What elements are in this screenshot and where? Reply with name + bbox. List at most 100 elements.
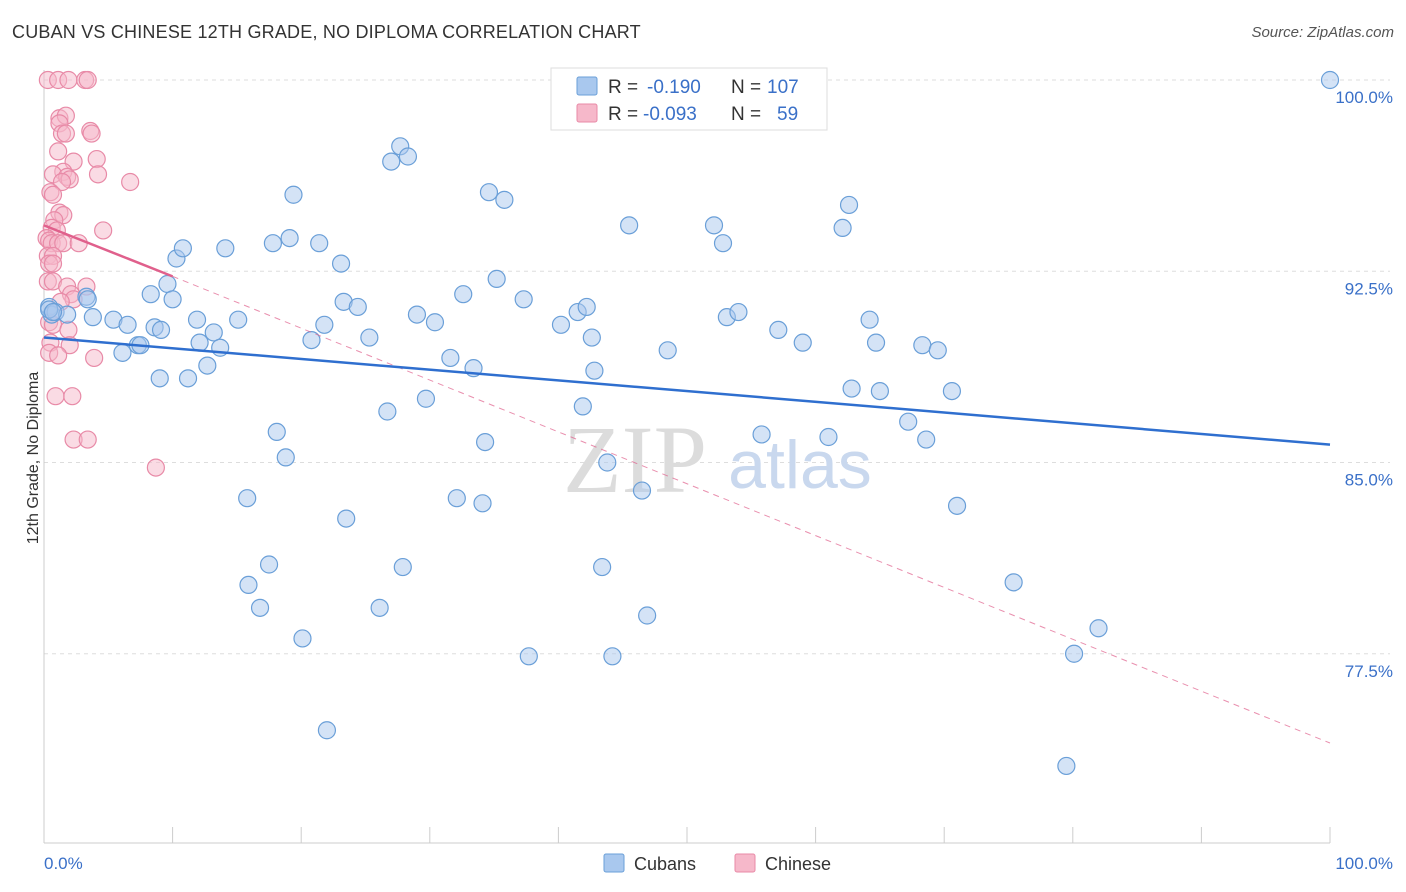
cubans-point-106 xyxy=(43,302,63,322)
cubans-point-92 xyxy=(866,333,886,352)
series-chinese-points xyxy=(37,70,165,477)
chinese-point-11 xyxy=(82,124,101,143)
cubans-point-36 xyxy=(284,185,303,204)
cubans-point-40 xyxy=(315,315,334,334)
cubans-point-30 xyxy=(250,598,270,617)
cubans-point-73 xyxy=(593,557,612,577)
cubans-point-63 xyxy=(487,269,506,288)
chinese-point-2 xyxy=(59,70,78,90)
cubans-point-29 xyxy=(239,575,258,595)
x-tick-label-0: 0.0% xyxy=(44,854,83,873)
cubans-point-70 xyxy=(577,297,596,317)
chinese-point-59 xyxy=(146,458,165,477)
cubans-point-80 xyxy=(704,216,724,235)
legend-chinese-swatch xyxy=(576,103,598,123)
cubans-point-21 xyxy=(187,310,207,329)
bottom-legend-chinese-swatch xyxy=(734,853,756,873)
cubans-point-87 xyxy=(819,427,838,447)
chinese-point-53 xyxy=(49,346,68,365)
axes xyxy=(43,70,1331,844)
watermark: ZIP atlas xyxy=(563,406,872,513)
chinese-point-15 xyxy=(87,149,106,169)
cubans-point-27 xyxy=(229,310,248,329)
x-tick-label-1: 100.0% xyxy=(1335,854,1393,873)
chinese-point-4 xyxy=(78,70,97,90)
legend-n-label-2: N = xyxy=(731,104,761,125)
grid-lines xyxy=(44,79,1390,655)
cubans-point-53 xyxy=(407,305,427,324)
cubans-point-48 xyxy=(378,402,397,421)
cubans-point-31 xyxy=(259,555,279,574)
cubans-point-72 xyxy=(585,361,604,380)
cubans-point-61 xyxy=(475,433,495,452)
cubans-point-79 xyxy=(658,341,677,360)
y-tick-label-1: 85.0% xyxy=(1345,471,1393,490)
legend-r-label-1: R = xyxy=(608,77,638,98)
cubans-point-55 xyxy=(425,313,445,332)
cubans-point-101 xyxy=(1057,756,1076,776)
cubans-point-74 xyxy=(598,453,617,472)
cubans-point-81 xyxy=(713,234,733,253)
cubans-point-91 xyxy=(860,310,879,329)
cubans-point-26 xyxy=(216,239,235,258)
cubans-point-42 xyxy=(331,254,351,273)
cubans-point-41 xyxy=(317,721,337,740)
cubans-point-44 xyxy=(337,509,356,528)
bottom-legend-cubans-swatch xyxy=(603,853,625,873)
legend-cubans-swatch xyxy=(576,76,598,96)
chinese-point-9 xyxy=(56,124,75,143)
cubans-point-51 xyxy=(393,557,412,577)
chinese-trend-line xyxy=(43,224,174,278)
chinese-point-21 xyxy=(121,172,140,192)
cubans-point-19 xyxy=(173,239,192,258)
cubans-point-45 xyxy=(348,297,367,317)
legend-n-label-1: N = xyxy=(731,77,761,98)
cubans-point-102 xyxy=(1064,644,1084,663)
cubans-point-34 xyxy=(276,448,295,467)
series-cubans-points xyxy=(40,70,1340,776)
cubans-trend-line xyxy=(43,336,1331,446)
trend-lines xyxy=(43,224,1331,744)
cubans-point-16 xyxy=(158,274,177,294)
chinese-point-23 xyxy=(43,185,63,204)
cubans-point-39 xyxy=(310,234,329,253)
cubans-point-64 xyxy=(495,190,514,209)
cubans-point-32 xyxy=(263,234,283,253)
bottom-legend: Cubans Chinese xyxy=(603,853,831,874)
cubans-point-71 xyxy=(582,328,601,347)
legend-r-label-2: R = xyxy=(608,104,638,125)
cubans-point-66 xyxy=(519,647,538,666)
cubans-point-49 xyxy=(382,152,401,171)
cubans-point-69 xyxy=(573,397,592,416)
cubans-point-33 xyxy=(267,422,286,441)
cubans-point-100 xyxy=(1004,573,1023,592)
cubans-point-22 xyxy=(190,333,209,352)
cubans-point-38 xyxy=(302,331,321,350)
legend-n-value-1: 107 xyxy=(767,77,799,98)
chinese-trend-extension xyxy=(172,275,1331,744)
cubans-point-37 xyxy=(293,629,312,648)
cubans-point-84 xyxy=(752,425,771,444)
watermark-atlas: atlas xyxy=(728,427,872,503)
cubans-point-96 xyxy=(917,430,936,449)
y-tick-label-2: 92.5% xyxy=(1345,279,1393,298)
cubans-point-12 xyxy=(141,285,160,304)
cubans-point-94 xyxy=(899,412,918,431)
cubans-point-47 xyxy=(370,598,389,617)
x-tick-labels: 0.0% 100.0% xyxy=(44,854,1393,873)
cubans-point-67 xyxy=(551,315,571,334)
cubans-point-83 xyxy=(729,302,748,322)
cubans-point-15 xyxy=(151,320,171,339)
chinese-point-29 xyxy=(94,221,113,240)
cubans-point-62 xyxy=(479,183,499,202)
cubans-point-9 xyxy=(118,315,137,334)
cubans-point-98 xyxy=(942,382,962,401)
source-label: Source: ZipAtlas.com xyxy=(1251,24,1394,41)
legend-r-value-2: -0.093 xyxy=(643,104,697,125)
cubans-point-85 xyxy=(769,320,788,339)
legend-n-value-2: 59 xyxy=(777,104,798,125)
cubans-point-90 xyxy=(842,379,861,398)
cubans-point-60 xyxy=(473,494,492,513)
cubans-point-46 xyxy=(360,328,379,347)
cubans-point-76 xyxy=(620,216,639,235)
